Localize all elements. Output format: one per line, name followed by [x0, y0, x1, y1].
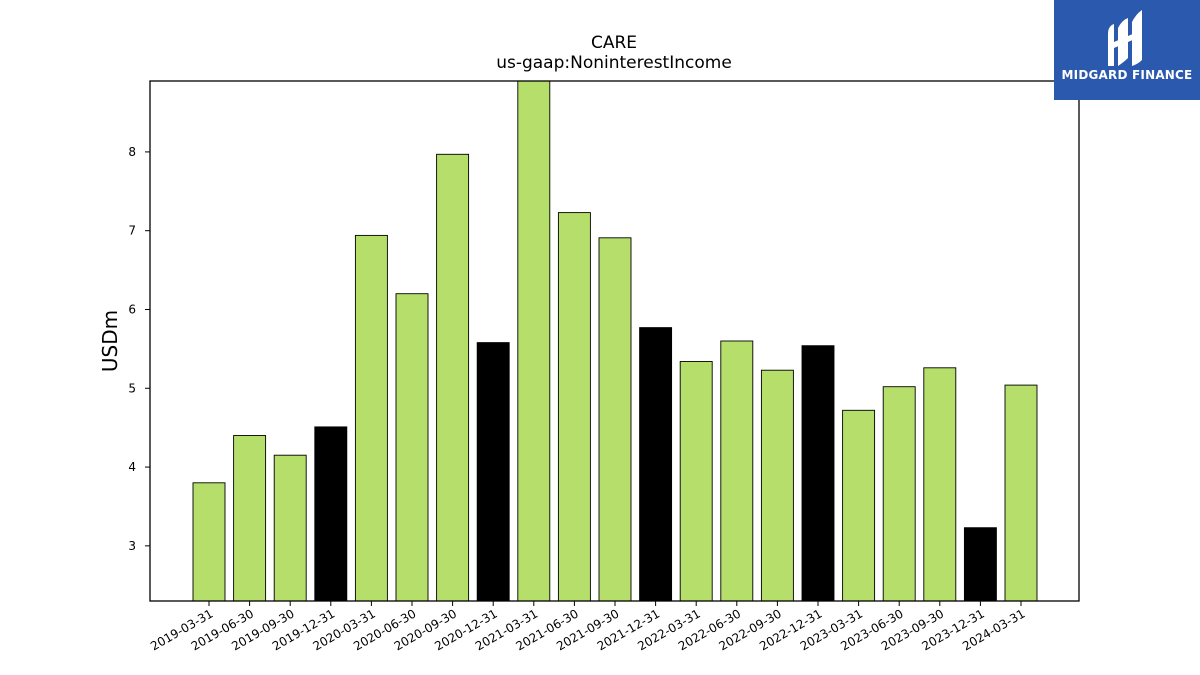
- bar-2020-12-31: [476, 342, 510, 602]
- bar-2022-09-30: [760, 369, 794, 602]
- bar-2020-03-31: [354, 234, 388, 602]
- bar-2023-03-31: [842, 409, 876, 602]
- y-tick-label: 7: [128, 224, 136, 238]
- bar-2019-06-30: [233, 435, 267, 602]
- bars-group: [192, 80, 1038, 602]
- plot-frame: [149, 80, 1080, 602]
- y-tick-label: 3: [128, 539, 136, 553]
- chart-title: CARE: [591, 33, 637, 53]
- bar-2022-12-31: [801, 345, 835, 602]
- bar-2022-03-31: [679, 361, 713, 602]
- midgard-m-logo-icon: [1108, 10, 1142, 66]
- bar-2024-03-31: [1004, 384, 1038, 602]
- bar-2019-12-31: [314, 426, 348, 602]
- y-tick-label: 4: [128, 460, 136, 474]
- y-tick-label: 5: [128, 381, 136, 395]
- bar-2019-09-30: [273, 454, 307, 602]
- bar-2022-06-30: [720, 340, 754, 602]
- bar-2021-09-30: [598, 237, 632, 602]
- bar-2019-03-31: [192, 482, 226, 602]
- bar-2021-03-31: [517, 80, 551, 602]
- y-tick-label: 6: [128, 302, 136, 316]
- y-axis-ticks: 3 4 5 6 7 8: [128, 145, 150, 553]
- logo-text: MIDGARD FINANCE: [1061, 68, 1193, 82]
- midgard-finance-logo: MIDGARD FINANCE: [1054, 0, 1200, 100]
- bar-2020-06-30: [395, 293, 429, 602]
- bar-2021-12-31: [639, 327, 673, 602]
- x-axis-ticks: 2019-03-312019-06-302019-09-302019-12-31…: [148, 601, 1028, 653]
- bar-2023-12-31: [963, 527, 997, 602]
- y-tick-label: 8: [128, 145, 136, 159]
- bar-2021-06-30: [557, 212, 591, 602]
- y-axis-label: USDm: [98, 310, 122, 372]
- bar-2020-09-30: [436, 153, 470, 602]
- bar-2023-09-30: [923, 367, 957, 602]
- bar-2023-06-30: [882, 386, 916, 602]
- chart-subtitle: us-gaap:NoninterestIncome: [496, 53, 732, 73]
